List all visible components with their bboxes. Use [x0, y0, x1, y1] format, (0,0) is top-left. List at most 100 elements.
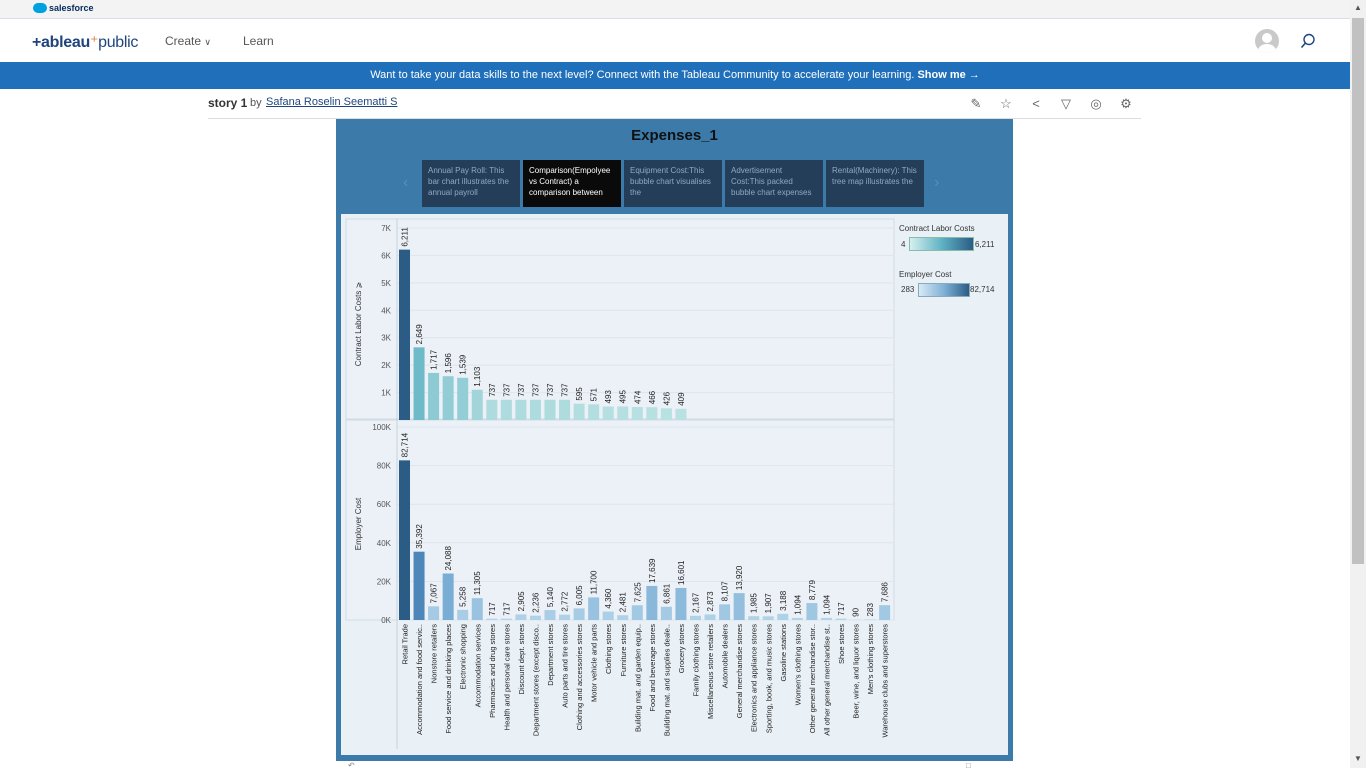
employer-legend-min: 283 — [901, 285, 914, 294]
contract-bar[interactable] — [501, 400, 512, 420]
scroll-thumb[interactable] — [1352, 18, 1364, 564]
contract-bar[interactable] — [399, 250, 410, 420]
chevron-down-icon: ∨ — [204, 37, 211, 47]
edit-copy-icon[interactable]: ✎ — [968, 96, 984, 112]
employer-bar[interactable] — [792, 618, 803, 620]
employer-bar[interactable] — [675, 588, 686, 620]
employer-bar[interactable] — [617, 615, 628, 620]
employer-bar[interactable] — [748, 616, 759, 620]
employer-bar[interactable] — [515, 614, 526, 620]
show-me-link[interactable]: Show me → — [917, 69, 979, 81]
employer-bar[interactable] — [806, 603, 817, 620]
story-point-5[interactable]: Rental(Machinery): This tree map illustr… — [826, 160, 924, 207]
contract-bar[interactable] — [661, 408, 672, 420]
scroll-down-arrow-icon[interactable]: ▼ — [1354, 754, 1362, 763]
contract-bar[interactable] — [443, 376, 454, 420]
x-category-label: Warehouse clubs and superstores — [881, 624, 890, 738]
employer-bar[interactable] — [399, 460, 410, 620]
scroll-up-arrow-icon[interactable]: ▲ — [1354, 3, 1362, 12]
contract-bar[interactable] — [646, 407, 657, 420]
learn-link[interactable]: Learn — [243, 34, 274, 48]
story-point-3[interactable]: Equipment Cost:This bubble chart visuali… — [624, 160, 722, 207]
story-point-4[interactable]: Advertisement Cost:This packed bubble ch… — [725, 160, 823, 207]
employer-bar[interactable] — [836, 619, 847, 620]
contract-legend-min: 4 — [901, 240, 905, 249]
x-category-label: Shoe stores — [837, 624, 846, 664]
page-scrollbar[interactable]: ▲ ▼ — [1350, 0, 1366, 768]
employer-bar[interactable] — [486, 619, 497, 620]
expand-icon[interactable]: □ — [966, 761, 971, 770]
contract-bar[interactable] — [603, 406, 614, 420]
employer-data-label: 7,067 — [430, 583, 439, 604]
contract-bar[interactable] — [632, 407, 643, 420]
author-link[interactable]: Safana Roselin Seematti S — [266, 96, 397, 108]
employer-bar[interactable] — [428, 606, 439, 620]
employer-data-label: 35,392 — [415, 524, 424, 549]
story-prev-arrow-icon[interactable]: ‹ — [403, 174, 408, 192]
employer-bar[interactable] — [646, 586, 657, 620]
contract-bar[interactable] — [574, 404, 585, 420]
contract-bar[interactable] — [588, 404, 599, 420]
employer-bar[interactable] — [588, 597, 599, 620]
download-icon[interactable]: ▽ — [1058, 96, 1074, 112]
employer-data-label: 8,779 — [808, 579, 817, 600]
salesforce-label[interactable]: salesforce — [49, 3, 94, 13]
x-category-label: Miscellaneous store retailers — [706, 624, 715, 719]
contract-bar[interactable] — [617, 406, 628, 420]
contract-bar[interactable] — [515, 400, 526, 420]
undo-icon[interactable]: ↶ — [348, 761, 355, 770]
contract-bar[interactable] — [545, 400, 556, 420]
story-next-arrow-icon[interactable]: › — [934, 174, 939, 192]
employer-bar[interactable] — [530, 616, 541, 620]
employer-bar[interactable] — [443, 574, 454, 620]
employer-data-label: 16,601 — [677, 560, 686, 585]
favorite-star-icon[interactable]: ☆ — [998, 96, 1014, 112]
contract-bar[interactable] — [675, 409, 686, 420]
employer-bar[interactable] — [690, 616, 701, 620]
x-category-label: Food and beverage stores — [648, 624, 657, 712]
contract-bar[interactable] — [457, 378, 468, 420]
contract-bar[interactable] — [414, 347, 425, 420]
employer-data-label: 6,005 — [575, 585, 584, 606]
create-menu[interactable]: Create ∨ — [165, 34, 211, 48]
employer-bar[interactable] — [414, 552, 425, 620]
fullscreen-icon[interactable]: ◎ — [1088, 96, 1104, 112]
settings-gear-icon[interactable]: ⚙ — [1118, 96, 1134, 112]
employer-bar[interactable] — [472, 598, 483, 620]
x-category-label: Retail Trade — [401, 624, 410, 664]
employer-bar[interactable] — [777, 614, 788, 620]
employer-bar[interactable] — [603, 612, 614, 620]
contract-bar[interactable] — [486, 400, 497, 420]
contract-bar[interactable] — [472, 390, 483, 420]
contract-bar[interactable] — [530, 400, 541, 420]
employer-data-label: 1,907 — [764, 593, 773, 614]
tableau-public-logo[interactable]: +ableau⁺public — [32, 32, 138, 52]
share-icon[interactable]: < — [1028, 96, 1044, 112]
employer-bar[interactable] — [559, 615, 570, 620]
employer-bar[interactable] — [879, 605, 890, 620]
employer-bar[interactable] — [661, 607, 672, 620]
y-tick-label: 7K — [381, 224, 391, 233]
top-navigation: +ableau⁺public Create ∨ Learn — [0, 19, 1350, 62]
employer-bar[interactable] — [545, 610, 556, 620]
employer-bar[interactable] — [501, 619, 512, 620]
employer-bar[interactable] — [865, 619, 876, 620]
employer-data-label: 82,714 — [401, 432, 410, 457]
employer-bar[interactable] — [734, 593, 745, 620]
employer-bar[interactable] — [763, 616, 774, 620]
employer-bar[interactable] — [719, 604, 730, 620]
search-icon[interactable] — [1300, 33, 1316, 49]
contract-data-label: 1,717 — [430, 349, 439, 370]
viz-toolbar: ↶ □ — [336, 761, 1013, 768]
employer-bar[interactable] — [574, 608, 585, 620]
story-point-1[interactable]: Annual Pay Roll: This bar chart illustra… — [422, 160, 520, 207]
employer-bar[interactable] — [705, 614, 716, 620]
contract-bar[interactable] — [428, 373, 439, 420]
employer-bar[interactable] — [457, 610, 468, 620]
story-point-2[interactable]: Comparison(Empolyee vs Contract) a compa… — [523, 160, 621, 207]
contract-bar[interactable] — [559, 400, 570, 420]
employer-bar[interactable] — [632, 605, 643, 620]
avatar[interactable] — [1255, 29, 1279, 53]
employer-bar[interactable] — [821, 618, 832, 620]
